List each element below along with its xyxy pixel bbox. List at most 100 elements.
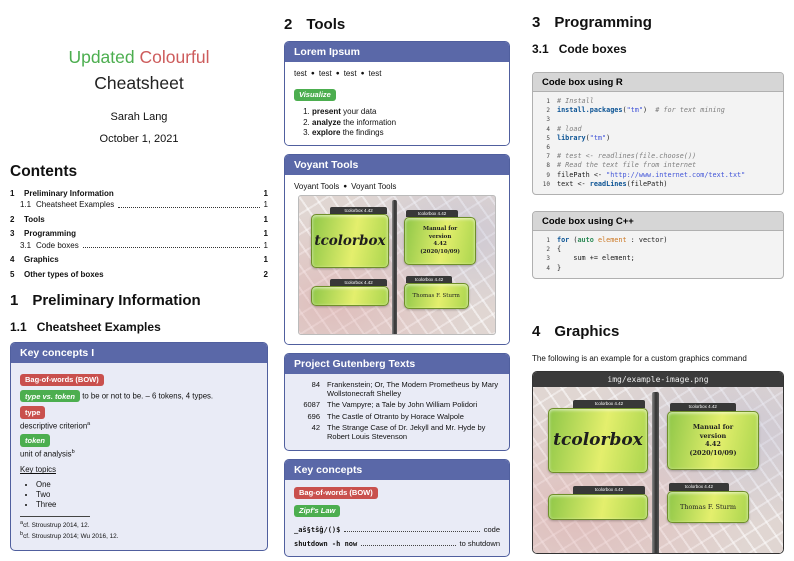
toc-page-number: 1 <box>263 214 268 224</box>
toc-label: Preliminary Information <box>24 188 114 198</box>
section-heading-programming: 3 Programming <box>532 14 784 31</box>
bullet-separator-icon: ● <box>310 70 315 77</box>
code-line: filePath <- "http://www.internet.com/tex… <box>557 170 746 179</box>
code-term: _aŝ§tŝĝ/()$ <box>294 526 341 535</box>
gutenberg-title: The Castle of Otranto by Horace Walpole <box>327 411 464 421</box>
gutenberg-title: Frankenstein; Or, The Modern Prometheus … <box>327 380 499 398</box>
badge-bag-of-words: Bag-of-words (BOW) <box>20 373 104 387</box>
section-title: Preliminary Information <box>32 291 201 309</box>
code-line: library("tm") <box>557 133 611 142</box>
box-title: Voyant Tools <box>285 155 509 175</box>
dotted-leader <box>344 531 480 533</box>
code-line: # load <box>557 124 582 133</box>
type-definition-text: descriptive criteriona <box>20 420 91 431</box>
graphics-caption: The following is an example for a custom… <box>532 353 747 363</box>
author-name: Sarah Lang <box>110 110 168 123</box>
poster-box-header: tcolorbox 4.42 <box>573 400 645 408</box>
badge-type: type <box>20 406 46 419</box>
toc-entry-preliminary-information[interactable]: 1 Preliminary Information 1 <box>10 189 268 199</box>
section-title: Programming <box>554 14 652 31</box>
code-line <box>537 115 777 124</box>
toc-label: Other types of boxes <box>24 270 104 280</box>
poster-box-header: tcolorbox 4.42 <box>669 403 737 411</box>
gutenberg-row: 42 The Strange Case of Dr. Jekyll and Mr… <box>294 422 500 442</box>
glossary-line: shutdown -h now to shutdown <box>294 539 500 548</box>
toc-leader <box>118 206 260 208</box>
middle-column: 2 Tools Lorem Ipsum test ● test ● test ● test … <box>284 0 510 558</box>
concept-line: type <box>20 406 258 419</box>
code-line: # Read the text file from internet <box>557 161 697 170</box>
list-item: present your data <box>312 107 500 116</box>
code-line: { <box>557 245 562 254</box>
toc-entry-code-boxes[interactable]: 3.1 Code boxes 1 <box>10 241 268 251</box>
section-title: Graphics <box>554 322 620 340</box>
poster-box-header: tcolorbox 4.42 <box>406 209 459 218</box>
left-column: Updated Colourful Cheatsheet Sarah Lang … <box>10 0 268 551</box>
voyant-tools-link[interactable]: Voyant Tools <box>351 182 397 191</box>
toc-entry-other-boxes[interactable]: 5 Other types of boxes 2 <box>10 270 268 280</box>
code-line: for (auto element : vector) <box>557 236 668 245</box>
section-heading-graphics: 4 Graphics <box>532 323 784 340</box>
box-title: Code box using R <box>533 73 783 92</box>
box-body: 84 Frankenstein; Or, The Modern Promethe… <box>285 374 509 450</box>
box-body: Voyant Tools ● Voyant Tools tcolorbox 4.42… <box>285 175 509 344</box>
section-title: Tools <box>306 16 346 33</box>
list-item: Two <box>36 490 258 499</box>
toc-entry-programming[interactable]: 3 Programming 1 <box>10 229 268 239</box>
box-title: Key concepts I <box>11 342 267 363</box>
toc-entry-cheatsheet-examples[interactable]: 1.1 Cheatsheet Examples 1 <box>10 200 268 210</box>
poster-box-logo: tcolorbox 4.42 tcolorbox <box>548 400 648 474</box>
gutenberg-id: 84 <box>311 380 320 389</box>
token-definition-text: unit of analysisb <box>20 448 75 459</box>
poster-box-header: tcolorbox 4.42 <box>405 276 453 284</box>
contents-heading: Contents <box>10 162 78 180</box>
box-title: Project Gutenberg Texts <box>285 354 509 374</box>
voyant-links: Voyant Tools ● Voyant Tools <box>294 182 500 191</box>
r-code-box: Code box using R # Install install.packa… <box>532 72 784 196</box>
term-description: code <box>483 525 500 535</box>
image-filename-label: img/example-image.png <box>533 371 783 387</box>
toc-number: 3.1 <box>20 240 32 250</box>
footnote-a: acf. Stroustrup 2014, 12. <box>20 520 90 530</box>
toc-number: 4 <box>10 255 15 265</box>
code-line: } <box>557 263 562 272</box>
gutenberg-id: 6087 <box>303 400 320 410</box>
key-concepts-2-box: Key concepts Bag-of-words (BOW) Zipf's L… <box>284 458 510 558</box>
toc-label: Tools <box>24 214 45 224</box>
title-word-colourful: Colourful <box>139 47 210 67</box>
gutenberg-id: 696 <box>307 411 320 421</box>
toc-page-number: 1 <box>263 188 268 198</box>
code-line: # Install <box>557 97 594 105</box>
section-number: 2 <box>284 16 293 33</box>
code-line: text <- readLines(filePath) <box>557 179 668 188</box>
concept-line: type vs. token to be or not to be. – 6 t… <box>20 390 258 403</box>
gutenberg-row: 6087 The Vampyre; a Tale by John William… <box>294 400 500 410</box>
box-title: Lorem Ipsum <box>285 42 509 62</box>
section-number: 3 <box>532 14 541 31</box>
title-word-updated: Updated <box>68 47 135 67</box>
footnote-b: bcf. Stroustrup 2014; Wu 2016, 12. <box>20 531 119 541</box>
toc-entry-tools[interactable]: 2 Tools 1 <box>10 215 268 225</box>
steps-list: present your data analyze the informatio… <box>294 107 500 137</box>
toc-number: 2 <box>10 214 15 224</box>
poster-box-header: tcolorbox 4.42 <box>330 278 387 287</box>
box-title: Code box using C++ <box>533 212 783 232</box>
gutenberg-title: The Strange Case of Dr. Jekyll and Mr. H… <box>327 422 486 441</box>
gutenberg-id: 42 <box>311 422 320 432</box>
key-concepts-1-box: Key concepts I Bag-of-words (BOW) type v… <box>10 341 268 551</box>
toc-label: Cheatsheet Examples <box>36 200 115 210</box>
gutenberg-texts-box: Project Gutenberg Texts 84 Frankenstein;… <box>284 353 510 451</box>
toc-entry-graphics[interactable]: 4 Graphics 1 <box>10 255 268 265</box>
badge-token: token <box>20 434 51 447</box>
list-item: explore the findings <box>312 128 500 137</box>
toc-page-number: 1 <box>263 240 268 250</box>
toc-page-number: 1 <box>263 229 268 239</box>
concept-line: Bag-of-words (BOW) <box>20 373 258 387</box>
poster-box-logo: tcolorbox 4.42 tcolorbox <box>310 207 390 268</box>
voyant-tools-link[interactable]: Voyant Tools <box>294 182 340 191</box>
toc-label: Graphics <box>24 255 59 265</box>
badge-visualize: Visualize <box>294 88 336 101</box>
box-body: Bag-of-words (BOW) Zipf's Law _aŝ§tŝĝ/()… <box>285 480 509 557</box>
toc-number: 1.1 <box>20 200 32 210</box>
subsection-heading-cheatsheet-examples: 1.1 Cheatsheet Examples <box>10 320 268 334</box>
